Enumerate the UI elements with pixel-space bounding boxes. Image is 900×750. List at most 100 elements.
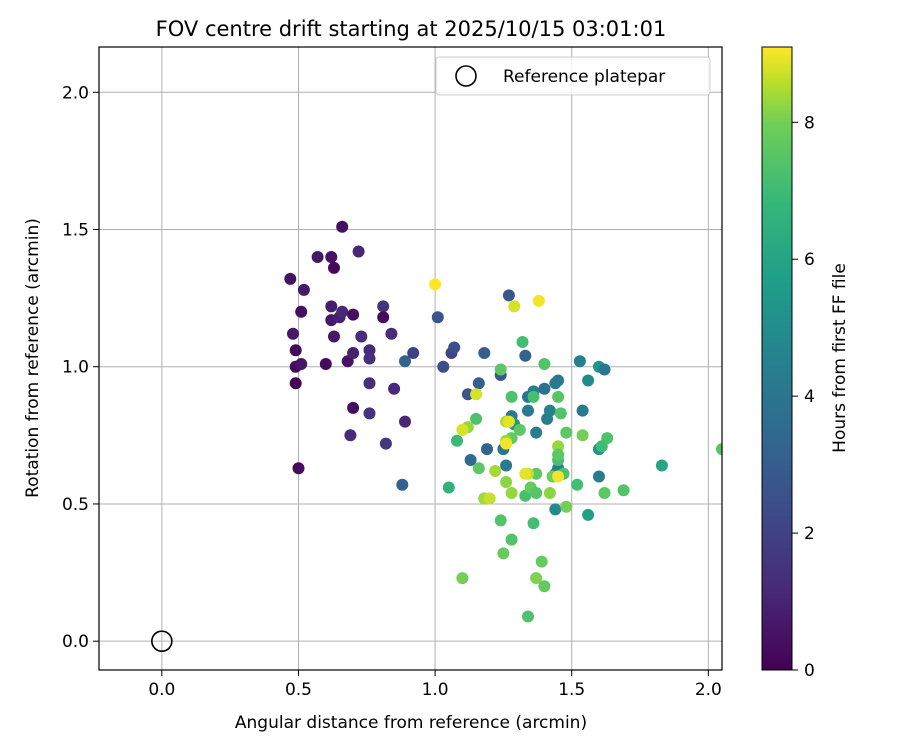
data-point (292, 462, 305, 475)
data-point (437, 360, 450, 373)
data-point (344, 429, 357, 442)
legend-label: Reference platepar (503, 67, 665, 87)
data-point (560, 426, 573, 439)
data-point (522, 404, 534, 417)
data-point (502, 415, 515, 428)
data-point (448, 341, 461, 354)
data-point (494, 363, 507, 376)
data-point (573, 355, 586, 368)
y-tick-label: 0.0 (62, 632, 89, 652)
data-point (598, 487, 611, 499)
data-point (347, 401, 360, 414)
colorbar-tick-label: 4 (804, 387, 815, 407)
data-point (538, 358, 551, 370)
data-point (379, 437, 392, 450)
data-point (297, 283, 310, 296)
data-point (489, 465, 502, 477)
data-point (519, 467, 532, 480)
data-point (431, 311, 444, 324)
data-point (363, 352, 376, 365)
x-tick-label: 0.5 (285, 680, 312, 700)
x-tick-label: 0.0 (148, 680, 175, 700)
data-point (554, 407, 567, 420)
x-axis-ticks: 0.0 0.5 1.0 1.5 2.0 (148, 670, 722, 700)
data-point (552, 448, 565, 461)
x-tick-label: 1.5 (558, 680, 585, 700)
y-tick-label: 2.0 (62, 83, 89, 103)
data-point (319, 358, 332, 370)
data-point (505, 390, 518, 403)
legend-reference-marker (455, 65, 477, 87)
data-point (494, 514, 507, 527)
legend-box (435, 56, 711, 96)
data-point (576, 404, 589, 417)
data-point (500, 437, 513, 450)
data-point (325, 251, 338, 263)
data-point (582, 508, 595, 521)
data-point (470, 388, 483, 401)
data-point (355, 330, 368, 343)
data-point (519, 349, 532, 362)
plot-frame (98, 46, 723, 671)
data-point (593, 470, 605, 483)
data-point (336, 220, 349, 233)
data-point (461, 388, 474, 401)
y-tick-label: 1.5 (62, 221, 89, 241)
data-point (478, 347, 491, 359)
data-point (532, 294, 545, 307)
x-axis-label: Angular distance from reference (arcmin) (235, 713, 587, 733)
data-point (655, 459, 668, 472)
data-point (442, 481, 455, 494)
data-point (543, 404, 556, 417)
x-tick-label: 2.0 (695, 680, 722, 700)
colorbar-tick-label: 6 (804, 250, 815, 270)
data-point (500, 476, 513, 488)
data-point (530, 572, 543, 585)
colorbar-tick-label: 0 (804, 661, 815, 681)
data-point (571, 478, 584, 491)
data-point (535, 555, 548, 568)
data-point (552, 440, 565, 453)
data-point (396, 478, 409, 491)
data-point (464, 454, 477, 466)
y-tick-label: 0.5 (62, 495, 89, 515)
y-tick-label: 1.0 (62, 358, 89, 378)
colorbar-label: Hours from first FF file (830, 263, 850, 453)
data-point (549, 503, 562, 516)
legend: Reference platepar (435, 56, 711, 96)
data-point (377, 311, 390, 324)
data-point (582, 374, 595, 387)
data-point (617, 484, 630, 497)
colorbar-ticks: 0 2 4 6 8 (792, 113, 815, 681)
data-point (508, 300, 521, 313)
data-point (347, 347, 360, 359)
data-point (552, 374, 565, 387)
colorbar (761, 46, 793, 671)
y-axis-ticks: 0.0 0.5 1.0 1.5 2.0 (62, 83, 99, 652)
data-point (472, 377, 485, 390)
data-point (328, 261, 340, 274)
data-point (287, 327, 299, 340)
data-point (502, 289, 515, 302)
data-point (399, 355, 411, 368)
data-point (516, 336, 529, 348)
data-point (352, 245, 365, 258)
x-tick-label: 1.0 (422, 680, 449, 700)
data-point (527, 390, 540, 403)
data-point (522, 610, 534, 623)
data-points (284, 220, 722, 623)
data-point (429, 278, 442, 291)
data-point (538, 580, 551, 593)
data-point (500, 459, 513, 472)
grid (99, 47, 722, 670)
data-point (407, 347, 420, 359)
data-point (527, 517, 540, 530)
data-point (377, 300, 390, 313)
data-point (325, 300, 338, 313)
data-point (481, 443, 493, 456)
data-point (470, 412, 483, 425)
data-point (347, 308, 360, 321)
chart-title: FOV centre drift starting at 2025/10/15 … (156, 17, 667, 41)
data-point (311, 251, 324, 263)
